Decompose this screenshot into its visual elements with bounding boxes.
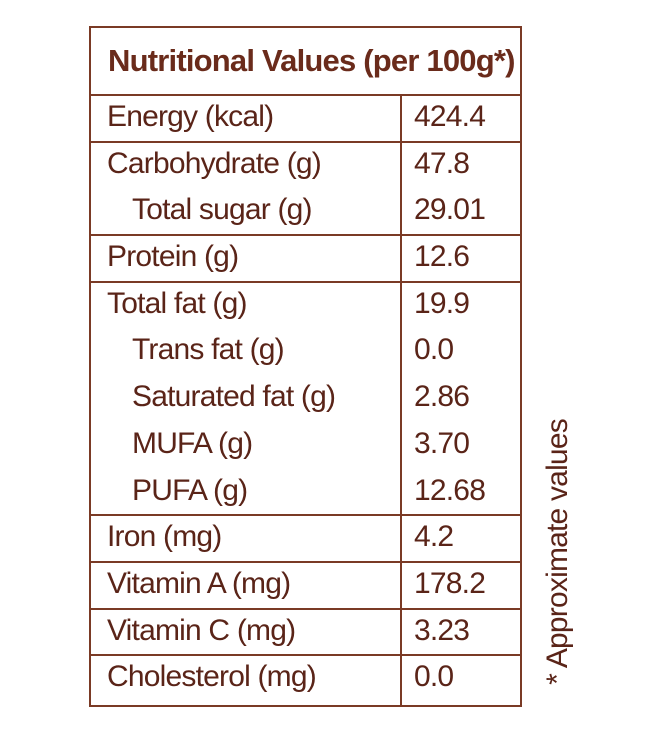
nutrient-value: 3.23	[414, 613, 470, 647]
table-row: Energy (kcal) 424.4	[91, 96, 520, 143]
table-row: Total fat (g) 19.9	[91, 283, 520, 330]
table-row: Vitamin A (mg) 178.2	[91, 563, 520, 610]
nutrient-group: Iron (mg) 4.2	[91, 516, 520, 563]
nutrient-group: Protein (g) 12.6	[91, 236, 520, 283]
footnote: * Approximate values	[541, 419, 574, 685]
nutrient-name: Total sugar (g)	[132, 193, 313, 227]
nutrient-name: Vitamin C (mg)	[107, 613, 296, 647]
nutrient-name: Protein (g)	[107, 240, 239, 274]
nutrient-value: 3.70	[414, 426, 470, 460]
nutrient-name: Total fat (g)	[107, 286, 247, 320]
table-row: Total sugar (g) 29.01	[91, 189, 520, 236]
nutrient-group: Vitamin C (mg) 3.23	[91, 610, 520, 657]
nutrient-group: Vitamin A (mg) 178.2	[91, 563, 520, 610]
table-row: Vitamin C (mg) 3.23	[91, 610, 520, 657]
nutrient-value: 19.9	[414, 286, 470, 320]
nutrient-name: Carbohydrate (g)	[107, 146, 322, 180]
nutrient-value: 2.86	[414, 380, 470, 414]
table-row: Cholesterol (mg) 0.0	[91, 656, 520, 703]
table-row: Saturated fat (g) 2.86	[91, 376, 520, 423]
table-row: MUFA (g) 3.70	[91, 423, 520, 470]
table-title: Nutritional Values (per 100g*)	[91, 28, 520, 96]
nutrient-name: Saturated fat (g)	[132, 380, 336, 414]
nutrient-group: Carbohydrate (g) 47.8 Total sugar (g) 29.01	[91, 143, 520, 237]
nutrient-name: MUFA (g)	[132, 426, 253, 460]
nutrient-group: Energy (kcal) 424.4	[91, 96, 520, 143]
nutrient-name: Energy (kcal)	[107, 100, 274, 133]
nutrient-name: Cholesterol (mg)	[107, 660, 317, 694]
nutrition-table: Nutritional Values (per 100g*) Energy (k…	[89, 26, 522, 707]
nutrient-name: Trans fat (g)	[132, 333, 285, 367]
table-row: Trans fat (g) 0.0	[91, 329, 520, 376]
nutrient-value: 12.68	[414, 473, 486, 507]
column-divider	[400, 96, 402, 705]
nutrient-value: 29.01	[414, 193, 486, 227]
nutrient-value: 47.8	[414, 146, 470, 180]
table-row: Iron (mg) 4.2	[91, 516, 520, 563]
nutrient-value: 0.0	[414, 333, 454, 367]
nutrient-name: Iron (mg)	[107, 520, 222, 554]
nutrient-name: Vitamin A (mg)	[107, 567, 291, 600]
nutrient-value: 178.2	[414, 567, 486, 600]
table-row: PUFA (g) 12.68	[91, 470, 520, 517]
nutrient-group: Total fat (g) 19.9 Trans fat (g) 0.0 Saturat…	[91, 283, 520, 517]
nutrient-group: Cholesterol (mg) 0.0	[91, 656, 520, 703]
nutrient-value: 12.6	[414, 240, 470, 274]
table-row: Carbohydrate (g) 47.8	[91, 143, 520, 190]
nutrient-value: 424.4	[414, 100, 486, 133]
nutrient-name: PUFA (g)	[132, 473, 248, 507]
nutrient-value: 0.0	[414, 660, 454, 694]
table-row: Protein (g) 12.6	[91, 236, 520, 283]
nutrient-value: 4.2	[414, 520, 454, 554]
